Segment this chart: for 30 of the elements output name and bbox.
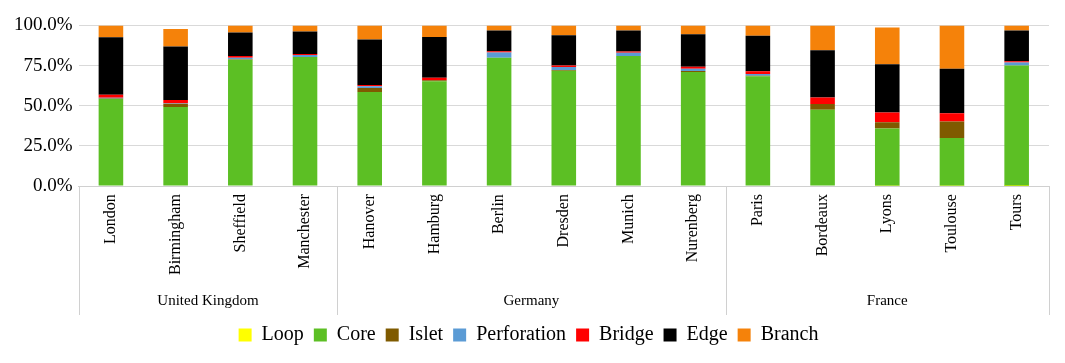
legend-label: Bridge <box>599 322 654 346</box>
legend-label: Perforation <box>476 322 567 345</box>
x-tick-label: Tours <box>1006 194 1024 231</box>
legend-label: Edge <box>686 322 728 346</box>
legend-label: Branch <box>760 322 819 345</box>
x-tick-label: Dresden <box>553 194 571 248</box>
x-tick-label: London <box>101 194 119 244</box>
y-tick-label: 100.0% <box>14 13 73 35</box>
text: France <box>866 291 909 308</box>
x-tick-label: Sheffield <box>230 194 248 253</box>
x-tick-label: Birmingham <box>165 193 184 276</box>
legend-label: Loop <box>261 322 304 346</box>
x-tick-label: Berlin <box>489 194 507 235</box>
x-tick-label: Toulouse <box>942 194 960 253</box>
legend-label: Islet <box>408 322 444 345</box>
x-tick-label: Hanover <box>359 193 377 250</box>
x-tick-label: Paris <box>748 194 766 227</box>
text: Germany <box>503 291 560 308</box>
x-tick-label: Lyons <box>877 194 896 234</box>
y-tick-label: 0.0% <box>33 174 73 196</box>
legend-label: Core <box>336 322 376 345</box>
x-tick-label: Nurenberg <box>683 194 702 263</box>
x-tick-label: Bordeaux <box>812 194 830 257</box>
x-tick-label: Manchester <box>295 193 313 269</box>
y-tick-label: 75.0% <box>23 53 73 75</box>
y-tick-label: 25.0% <box>23 133 73 155</box>
y-tick-label: 50.0% <box>23 93 73 115</box>
x-tick-label: Munich <box>618 194 636 244</box>
x-tick-label: Hamburg <box>424 194 443 255</box>
text: United Kingdom <box>157 291 259 308</box>
